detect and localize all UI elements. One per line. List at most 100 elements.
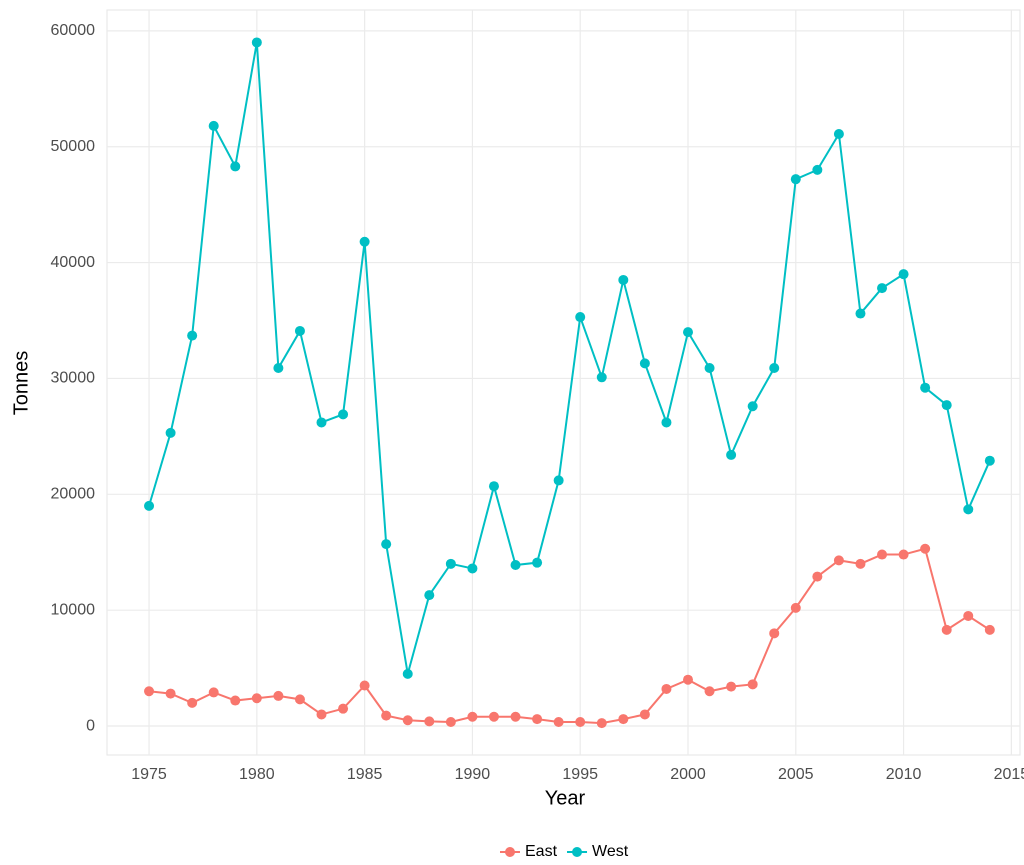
data-point <box>294 694 305 705</box>
data-point <box>704 686 715 697</box>
data-point <box>445 558 456 569</box>
data-point <box>359 236 370 247</box>
x-tick-label: 1985 <box>347 766 383 783</box>
data-point <box>402 715 413 726</box>
x-tick-label: 2005 <box>778 766 814 783</box>
data-point <box>424 716 435 727</box>
legend-key <box>572 847 583 857</box>
data-point <box>488 481 499 492</box>
y-tick-label: 50000 <box>51 138 96 155</box>
data-point <box>704 363 715 374</box>
y-tick-label: 60000 <box>51 22 96 39</box>
data-point <box>424 590 435 601</box>
x-tick-label: 1975 <box>131 766 167 783</box>
data-point <box>747 679 758 690</box>
data-point <box>575 716 586 727</box>
data-point <box>488 711 499 722</box>
data-point <box>251 37 262 48</box>
data-point <box>769 363 780 374</box>
data-point <box>812 571 823 582</box>
data-point <box>618 714 629 725</box>
data-point <box>553 716 564 727</box>
data-point <box>683 674 693 685</box>
data-point <box>165 427 176 438</box>
y-tick-label: 40000 <box>51 254 96 271</box>
data-point <box>467 563 478 574</box>
data-point <box>726 449 737 460</box>
data-point <box>381 539 392 550</box>
x-tick-label: 1980 <box>239 766 275 783</box>
data-point <box>618 274 629 285</box>
legend-label: West <box>592 843 629 860</box>
x-axis-title: Year <box>545 787 586 809</box>
data-point <box>316 417 327 428</box>
y-tick-label: 10000 <box>51 601 96 618</box>
data-point <box>402 668 413 679</box>
data-point <box>639 358 650 369</box>
data-point <box>532 714 543 725</box>
data-point <box>920 382 931 393</box>
legend-key <box>505 847 515 857</box>
y-axis-title: Tonnes <box>10 351 32 416</box>
data-point <box>639 709 650 720</box>
data-point <box>208 687 219 698</box>
data-point <box>877 549 888 560</box>
data-point <box>661 683 672 694</box>
data-point <box>855 308 866 319</box>
y-tick-label: 0 <box>86 717 95 734</box>
data-point <box>230 695 241 706</box>
data-point <box>359 680 370 691</box>
data-point <box>553 475 564 486</box>
legend-label: East <box>525 843 558 860</box>
series-line <box>148 42 991 675</box>
data-point <box>273 690 284 701</box>
data-point <box>467 711 478 722</box>
data-point <box>445 716 456 727</box>
data-point <box>963 504 974 515</box>
data-point <box>984 624 995 635</box>
data-point <box>747 401 758 412</box>
x-tick-label: 1995 <box>562 766 598 783</box>
data-point <box>230 161 241 172</box>
x-tick-label: 1990 <box>455 766 491 783</box>
data-point <box>683 327 693 338</box>
data-point <box>165 688 176 699</box>
data-point <box>941 400 952 411</box>
grid <box>107 10 1020 755</box>
data-point <box>510 559 521 570</box>
data-point <box>790 174 801 185</box>
data-point <box>898 549 909 560</box>
data-point <box>273 363 284 374</box>
data-point <box>144 686 155 697</box>
data-point <box>596 372 607 383</box>
data-point <box>144 500 155 511</box>
data-point <box>726 681 737 692</box>
data-point <box>833 555 844 566</box>
data-point <box>812 164 823 175</box>
data-point <box>984 455 995 466</box>
data-point <box>338 703 349 714</box>
data-point <box>877 283 888 294</box>
data-point <box>833 128 844 139</box>
data-point <box>855 558 866 569</box>
legend: East West <box>500 843 629 860</box>
data-point <box>661 417 672 428</box>
data-point <box>294 325 305 336</box>
data-point <box>316 709 327 720</box>
y-tick-label: 30000 <box>51 370 96 387</box>
x-tick-label: 2010 <box>886 766 922 783</box>
data-point <box>769 628 780 639</box>
data-point <box>532 557 543 568</box>
data-point <box>596 718 607 729</box>
y-tick-label: 20000 <box>51 486 96 503</box>
data-point <box>920 543 931 554</box>
data-point <box>381 710 392 721</box>
data-point <box>510 711 521 722</box>
data-point <box>941 624 952 635</box>
panel <box>106 9 1021 756</box>
data-point <box>575 312 586 323</box>
data-point <box>208 120 219 131</box>
data-point <box>187 697 198 708</box>
data-point <box>790 602 801 613</box>
